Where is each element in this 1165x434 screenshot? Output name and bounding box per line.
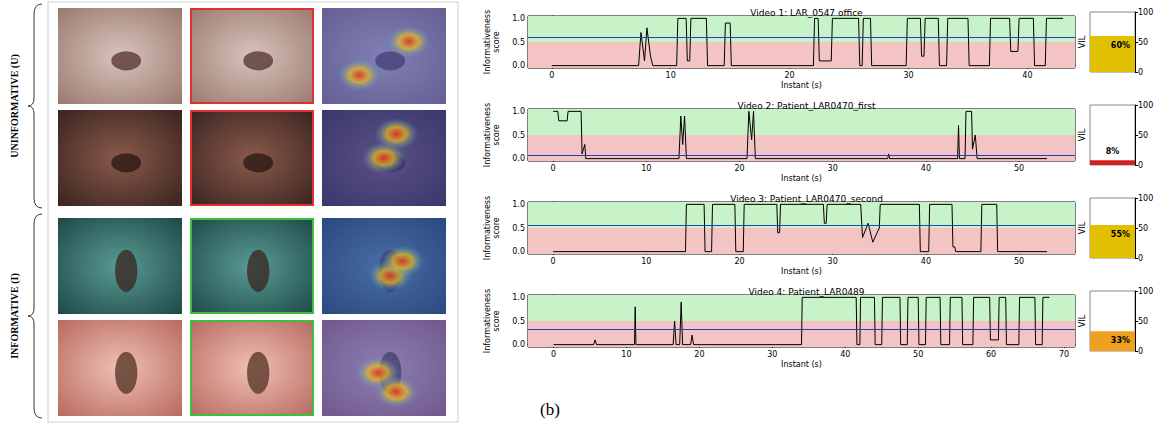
svg-text:Video 3: Patient_LAR0470_secon: Video 3: Patient_LAR0470_second xyxy=(730,194,883,204)
svg-text:33%: 33% xyxy=(1111,336,1130,345)
svg-text:1.0: 1.0 xyxy=(512,107,525,116)
svg-text:Video 1: LAR_0547 office: Video 1: LAR_0547 office xyxy=(750,8,863,18)
svg-text:0.0: 0.0 xyxy=(512,340,525,349)
svg-text:40: 40 xyxy=(840,350,850,359)
svg-text:0: 0 xyxy=(1138,347,1143,356)
svg-text:Instant (s): Instant (s) xyxy=(781,81,822,90)
svg-text:30: 30 xyxy=(828,164,838,173)
svg-text:Video 2: Patient_LAR0470_first: Video 2: Patient_LAR0470_first xyxy=(737,101,876,111)
svg-text:30: 30 xyxy=(828,257,838,266)
svg-text:20: 20 xyxy=(734,164,744,173)
svg-text:VIL: VIL xyxy=(1078,35,1087,48)
svg-text:50: 50 xyxy=(1138,131,1148,140)
svg-text:100: 100 xyxy=(1138,287,1153,296)
svg-text:40: 40 xyxy=(921,257,931,266)
svg-text:60: 60 xyxy=(986,350,996,359)
svg-text:0: 0 xyxy=(551,350,556,359)
svg-text:0.5: 0.5 xyxy=(512,317,525,326)
svg-text:30: 30 xyxy=(767,350,777,359)
svg-text:50: 50 xyxy=(913,350,923,359)
svg-text:Instant (s): Instant (s) xyxy=(781,360,822,369)
svg-text:100: 100 xyxy=(1138,194,1153,203)
svg-text:50: 50 xyxy=(1014,257,1024,266)
svg-text:1.0: 1.0 xyxy=(512,200,525,209)
svg-text:VIL: VIL xyxy=(1078,314,1087,327)
svg-text:0: 0 xyxy=(549,71,554,80)
svg-text:8%: 8% xyxy=(1106,147,1120,156)
svg-text:0: 0 xyxy=(551,257,556,266)
svg-text:50: 50 xyxy=(1138,224,1148,233)
svg-text:0.5: 0.5 xyxy=(512,224,525,233)
svg-text:1.0: 1.0 xyxy=(512,293,525,302)
svg-text:VIL: VIL xyxy=(1078,221,1087,234)
svg-text:Informativeness: Informativeness xyxy=(483,10,492,74)
svg-text:40: 40 xyxy=(1022,71,1032,80)
svg-text:0: 0 xyxy=(1138,68,1143,77)
svg-text:Video 4: Patient_LAR0489: Video 4: Patient_LAR0489 xyxy=(748,287,864,297)
svg-text:50: 50 xyxy=(1138,317,1148,326)
svg-text:55%: 55% xyxy=(1111,230,1130,239)
svg-text:Instant (s): Instant (s) xyxy=(781,174,822,183)
svg-text:score: score xyxy=(492,31,501,53)
svg-text:10: 10 xyxy=(621,350,631,359)
svg-text:0.5: 0.5 xyxy=(512,131,525,140)
svg-text:50: 50 xyxy=(1138,38,1148,47)
svg-text:UNINFORMATIVE (U): UNINFORMATIVE (U) xyxy=(9,54,21,157)
svg-text:30: 30 xyxy=(903,71,913,80)
svg-text:Informativeness: Informativeness xyxy=(483,103,492,167)
svg-text:0.0: 0.0 xyxy=(512,61,525,70)
svg-text:score: score xyxy=(492,217,501,239)
svg-text:60%: 60% xyxy=(1111,41,1130,50)
svg-text:100: 100 xyxy=(1138,8,1153,17)
svg-text:VIL: VIL xyxy=(1078,128,1087,141)
svg-text:0.0: 0.0 xyxy=(512,247,525,256)
svg-text:0.0: 0.0 xyxy=(512,154,525,163)
svg-text:score: score xyxy=(492,124,501,146)
svg-text:40: 40 xyxy=(921,164,931,173)
svg-text:Informativeness: Informativeness xyxy=(483,196,492,260)
svg-text:20: 20 xyxy=(694,350,704,359)
svg-text:70: 70 xyxy=(1059,350,1069,359)
svg-text:INFORMATIVE (I): INFORMATIVE (I) xyxy=(9,273,21,359)
svg-text:0: 0 xyxy=(1138,254,1143,263)
svg-text:10: 10 xyxy=(641,164,651,173)
svg-text:100: 100 xyxy=(1138,101,1153,110)
svg-text:1.0: 1.0 xyxy=(512,14,525,23)
svg-text:50: 50 xyxy=(1014,164,1024,173)
svg-text:20: 20 xyxy=(785,71,795,80)
svg-text:10: 10 xyxy=(666,71,676,80)
svg-text:20: 20 xyxy=(734,257,744,266)
svg-text:0.5: 0.5 xyxy=(512,38,525,47)
svg-text:0: 0 xyxy=(1138,161,1143,170)
svg-text:10: 10 xyxy=(641,257,651,266)
svg-text:0: 0 xyxy=(551,164,556,173)
html-text:(b): (b) xyxy=(540,400,560,419)
svg-text:score: score xyxy=(492,310,501,332)
svg-text:Instant (s): Instant (s) xyxy=(781,267,822,276)
svg-text:Informativeness: Informativeness xyxy=(483,289,492,353)
